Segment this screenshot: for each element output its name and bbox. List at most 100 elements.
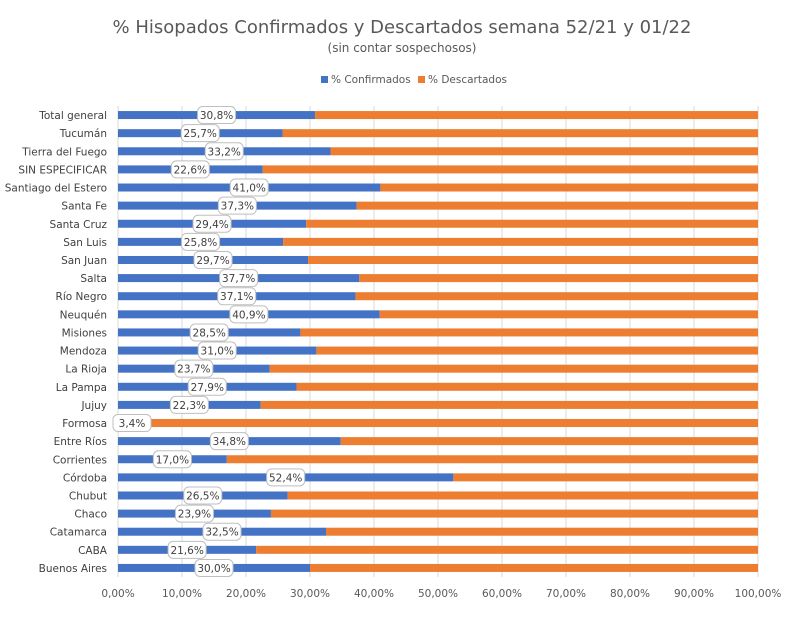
category-label: Río Negro: [56, 291, 107, 303]
bar-descartados-formosa: [139, 419, 758, 428]
category-label: La Rioja: [65, 364, 107, 376]
data-label-misiones: 28,5%: [193, 327, 226, 339]
category-label: Tucumán: [59, 128, 107, 140]
category-label: Jujuy: [80, 400, 107, 412]
data-label-box: [189, 323, 229, 342]
data-label-tierra-del-fuego: 33,2%: [208, 146, 241, 158]
category-label: Entre Ríos: [54, 436, 107, 448]
data-label-santa-cruz: 29,4%: [195, 219, 228, 231]
bar-descartados-san-juan: [308, 255, 758, 264]
data-label-la-rioja: 23,7%: [177, 364, 210, 376]
data-label-box: [152, 450, 192, 469]
data-label-box: [192, 214, 232, 233]
x-tick-label: 60,00%: [482, 588, 522, 600]
bar-descartados-chubut: [287, 491, 758, 500]
x-tick-label: 100,00%: [735, 588, 782, 600]
category-label: CABA: [78, 545, 108, 557]
x-tick-label: 10,00%: [162, 588, 202, 600]
data-label-box: [181, 232, 221, 251]
data-label-box: [112, 414, 152, 433]
data-label-box: [183, 486, 223, 505]
bar-descartados-rio-negro: [355, 292, 758, 301]
data-label-formosa: 3,4%: [119, 418, 146, 430]
bar-descartados-total-general: [315, 111, 758, 120]
bar-descartados-la-rioja: [269, 364, 758, 373]
data-label-jujuy: 22,3%: [173, 400, 206, 412]
category-label: Santa Fe: [61, 201, 107, 213]
category-label: Formosa: [62, 418, 107, 430]
category-label: Mendoza: [60, 346, 107, 358]
x-tick-label: 0,00%: [101, 588, 134, 600]
bar-descartados-santiago-del-estero: [380, 183, 758, 192]
bar-descartados-catamarca: [326, 527, 758, 536]
category-label: Chubut: [69, 490, 107, 502]
category-label: Chaco: [74, 509, 107, 521]
data-label-box: [170, 160, 210, 179]
data-labels: 30,8% 25,7% 33,2%22,6% 41,0% 37,3% 29,4% 25,8%…: [112, 106, 306, 577]
legend-label-descartados: % Descartados: [428, 74, 507, 86]
bar-descartados-chaco: [270, 509, 758, 518]
category-labels: Total general Tucumán Tierra del Fuego SIN …: [5, 110, 108, 575]
bar-descartados-mendoza: [316, 346, 758, 355]
data-label-san-juan: 29,7%: [196, 255, 229, 267]
data-label-salta: 37,7%: [222, 273, 255, 285]
bar-descartados-salta: [359, 274, 758, 283]
category-label: Santa Cruz: [50, 219, 108, 231]
category-label: Santiago del Estero: [5, 183, 107, 195]
data-label-box: [174, 504, 214, 523]
category-label: Córdoba: [63, 472, 107, 484]
bar-descartados-neuquen: [379, 310, 758, 319]
data-label-box: [202, 522, 242, 541]
data-label-tucuman: 25,7%: [184, 128, 217, 140]
bar-descartados-la-pampa: [296, 382, 758, 391]
gridlines: [117, 106, 759, 577]
bar-descartados-sin-especificar: [262, 165, 758, 174]
chart-subtitle: (sin contar sospechosos): [328, 41, 477, 55]
x-tick-label: 90,00%: [674, 588, 714, 600]
category-label: San Juan: [61, 255, 107, 267]
legend-swatch-descartados: [418, 76, 425, 83]
data-label-neuquen: 40,9%: [232, 309, 265, 321]
legend-swatch-confirmados: [321, 76, 328, 83]
data-label-catamarca: 32,5%: [205, 527, 238, 539]
data-label-box: [194, 558, 234, 577]
category-label: Catamarca: [50, 527, 107, 539]
data-label-box: [229, 178, 269, 197]
bar-descartados-santa-fe: [356, 201, 758, 210]
x-tick-label: 50,00%: [418, 588, 458, 600]
data-label-box: [266, 468, 306, 487]
bar-descartados-buenos-aires: [310, 563, 758, 572]
data-label-box: [219, 269, 259, 288]
x-tick-label: 40,00%: [354, 588, 394, 600]
data-label-total-general: 30,8%: [200, 110, 233, 122]
data-label-box: [187, 377, 227, 396]
category-label: La Pampa: [56, 382, 107, 394]
data-label-box: [167, 540, 207, 559]
data-label-box: [169, 395, 209, 414]
category-label: Total general: [38, 110, 107, 122]
bar-descartados-tucuman: [282, 129, 758, 138]
data-label-sin-especificar: 22,6%: [174, 164, 207, 176]
category-label: Buenos Aires: [39, 563, 107, 575]
data-label-box: [193, 250, 233, 269]
bar-descartados-santa-cruz: [306, 219, 758, 228]
data-label-la-pampa: 27,9%: [191, 382, 224, 394]
category-label: Misiones: [62, 327, 107, 339]
legend: % Confirmados % Descartados: [321, 74, 507, 86]
data-label-corrientes: 17,0%: [156, 454, 189, 466]
x-tick-label: 80,00%: [610, 588, 650, 600]
x-tick-label: 70,00%: [546, 588, 586, 600]
data-label-chubut: 26,5%: [186, 490, 219, 502]
bar-descartados-entre-rios: [340, 437, 758, 446]
data-label-box: [197, 106, 237, 125]
data-label-entre-rios: 34,8%: [213, 436, 246, 448]
category-label: SIN ESPECIFICAR: [18, 164, 107, 176]
category-label: Neuquén: [60, 309, 107, 321]
x-axis-tick-labels: 0,00% 10,00% 20,00% 30,00% 40,00% 50,00% 60,00…: [101, 588, 781, 600]
category-label: San Luis: [63, 237, 107, 249]
data-label-cordoba: 52,4%: [269, 472, 302, 484]
bar-descartados-san-luis: [283, 237, 758, 246]
bar-descartados-caba: [256, 545, 758, 554]
data-label-box: [197, 341, 237, 360]
